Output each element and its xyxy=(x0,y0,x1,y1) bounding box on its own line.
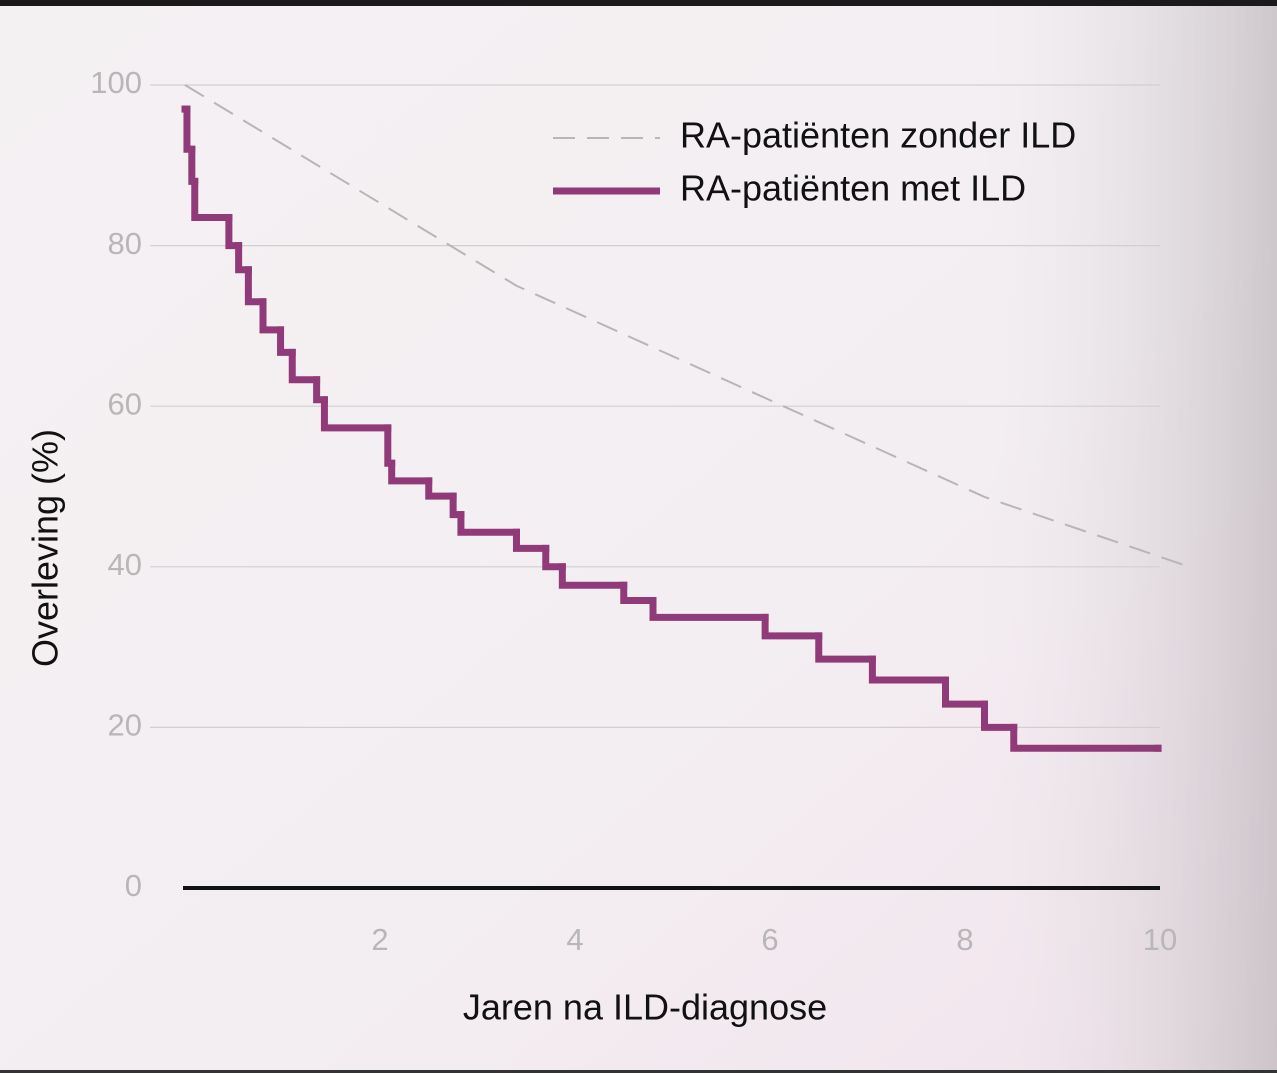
y-tick-label: 40 xyxy=(108,547,142,582)
legend-label: RA-patiënten met ILD xyxy=(680,168,1026,209)
y-tick-label: 60 xyxy=(108,386,142,421)
page: {"chart_data": {"type": "step-line", "yl… xyxy=(0,0,1277,1073)
survival-step xyxy=(388,428,392,463)
x-tick-label: 10 xyxy=(1143,922,1177,957)
top-bar xyxy=(0,0,1277,6)
x-tick-label: 4 xyxy=(566,922,583,957)
survival-step xyxy=(192,149,195,181)
background-shade xyxy=(980,0,1277,1073)
y-tick-label: 80 xyxy=(108,226,142,261)
x-axis-label: Jaren na ILD-diagnose xyxy=(463,987,827,1028)
x-tick-label: 2 xyxy=(371,922,388,957)
chart: Overleving (%) Jaren na ILD-diagnose 0 20… xyxy=(0,0,1277,1073)
y-tick-label: 20 xyxy=(108,708,142,743)
x-tick-label: 6 xyxy=(761,922,778,957)
legend-label: RA-patiënten zonder ILD xyxy=(680,115,1076,156)
x-tick-label: 8 xyxy=(956,922,973,957)
y-axis-label: Overleving (%) xyxy=(25,429,66,667)
y-tick-label: 0 xyxy=(125,868,142,903)
y-tick-label: 100 xyxy=(90,65,142,100)
